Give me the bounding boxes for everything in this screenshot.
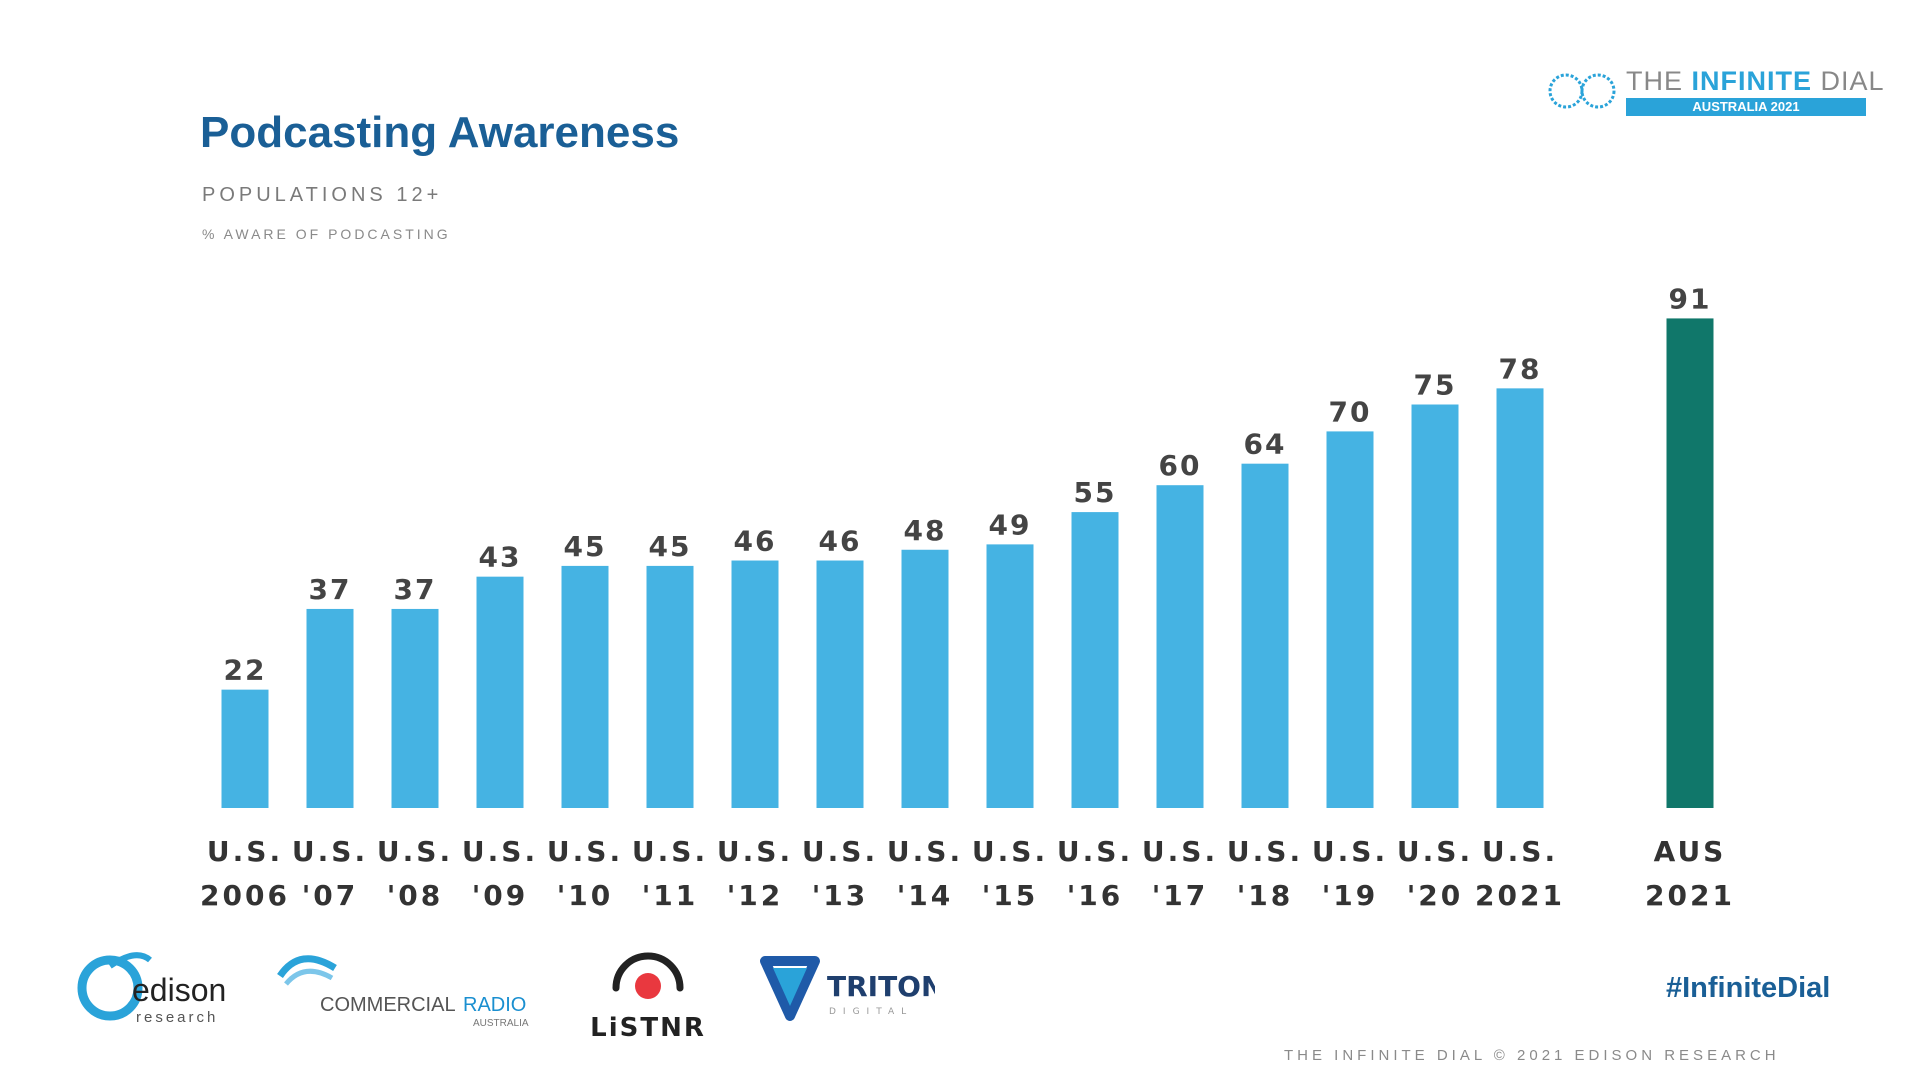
svg-text:LiSTNR: LiSTNR xyxy=(590,1013,706,1040)
bar-value-label: 64 xyxy=(1244,428,1287,461)
x-tick-label-year: '18 xyxy=(1237,879,1294,912)
bar-value-label: 45 xyxy=(564,530,607,563)
x-tick-label-region: U.S. xyxy=(972,835,1048,868)
bar-us-18 xyxy=(1241,463,1289,808)
triton-digital-logo: TRITON DIGITAL xyxy=(760,956,935,1021)
x-tick-label-region: AUS xyxy=(1654,835,1727,868)
infinite-dial-brand: THE INFINITE DIAL AUSTRALIA 2021 xyxy=(1546,64,1884,124)
x-tick-label-year: '14 xyxy=(897,879,954,912)
x-tick-label-region: U.S. xyxy=(1482,835,1558,868)
x-tick-label-region: U.S. xyxy=(632,835,708,868)
page-title: Podcasting Awareness xyxy=(200,108,680,157)
x-tick-label-year: '20 xyxy=(1407,879,1464,912)
svg-text:edison: edison xyxy=(132,972,226,1008)
x-tick-label-region: U.S. xyxy=(1057,835,1133,868)
bar-aus-2021 xyxy=(1666,318,1714,808)
bar-value-label: 70 xyxy=(1329,395,1372,428)
x-tick-label-year: '09 xyxy=(472,879,529,912)
bar-us-16 xyxy=(1071,512,1119,808)
bar-us-19 xyxy=(1326,431,1374,808)
svg-text:research: research xyxy=(136,1009,218,1026)
x-tick-label-region: U.S. xyxy=(462,835,538,868)
x-tick-label-year: '08 xyxy=(387,879,444,912)
metric-label: % AWARE OF PODCASTING xyxy=(202,226,451,242)
bar-value-label: 55 xyxy=(1074,476,1117,509)
bar-value-label: 22 xyxy=(224,654,267,687)
x-tick-label-region: U.S. xyxy=(1142,835,1218,868)
svg-text:COMMERCIAL: COMMERCIAL xyxy=(320,994,456,1016)
bar-us-08 xyxy=(391,608,439,808)
bar-value-label: 78 xyxy=(1499,352,1542,385)
bar-value-label: 37 xyxy=(309,573,352,606)
svg-text:DIGITAL: DIGITAL xyxy=(829,1007,913,1017)
x-tick-label-region: U.S. xyxy=(887,835,963,868)
x-tick-label-region: U.S. xyxy=(292,835,368,868)
x-tick-label-year: 2021 xyxy=(1645,879,1735,912)
x-tick-label-year: 2021 xyxy=(1475,879,1565,912)
bar-value-label: 45 xyxy=(649,530,692,563)
x-tick-label-year: '07 xyxy=(302,879,359,912)
bar-us-09 xyxy=(476,576,524,808)
commercial-radio-australia-logo: COMMERCIAL RADIO AUSTRALIA xyxy=(277,955,529,1029)
svg-text:TRITON: TRITON xyxy=(827,970,935,1003)
bar-us-20 xyxy=(1411,404,1459,808)
bar-us-2006 xyxy=(221,689,269,808)
x-tick-label-region: U.S. xyxy=(377,835,453,868)
x-tick-label-region: U.S. xyxy=(1227,835,1303,868)
copyright-footer: THE INFINITE DIAL © 2021 EDISON RESEARCH xyxy=(1284,1047,1780,1064)
x-tick-label-region: U.S. xyxy=(1312,835,1388,868)
bar-us-07 xyxy=(306,608,354,808)
hashtag: #InfiniteDial xyxy=(1666,972,1831,1004)
bar-us-10 xyxy=(561,565,609,808)
svg-text:RADIO: RADIO xyxy=(463,994,526,1016)
x-tick-label-region: U.S. xyxy=(547,835,623,868)
x-tick-label-year: '16 xyxy=(1067,879,1124,912)
population-subtitle: POPULATIONS 12+ xyxy=(202,184,443,206)
x-tick-label-year: '13 xyxy=(812,879,869,912)
bar-us-14 xyxy=(901,549,949,808)
x-tick-label-region: U.S. xyxy=(1397,835,1473,868)
bar-value-label: 37 xyxy=(394,573,437,606)
bar-us-17 xyxy=(1156,485,1204,808)
x-tick-label-region: U.S. xyxy=(207,835,283,868)
bar-value-label: 91 xyxy=(1669,282,1712,315)
bar-value-label: 48 xyxy=(904,514,947,547)
x-tick-label-year: '15 xyxy=(982,879,1039,912)
bar-us-2021 xyxy=(1496,388,1544,808)
svg-text:AUSTRALIA: AUSTRALIA xyxy=(473,1018,529,1029)
x-tick-label-region: U.S. xyxy=(717,835,793,868)
x-tick-label-year: '17 xyxy=(1152,879,1209,912)
x-tick-label-region: U.S. xyxy=(802,835,878,868)
x-tick-label-year: '19 xyxy=(1322,879,1379,912)
awareness-bar-chart: 22U.S.200637U.S.'0737U.S.'0843U.S.'0945U… xyxy=(200,282,1735,912)
bar-value-label: 60 xyxy=(1159,449,1202,482)
bar-value-label: 75 xyxy=(1414,369,1457,402)
edison-research-logo: edison research xyxy=(77,952,226,1026)
listnr-logo: LiSTNR xyxy=(590,952,706,1040)
infinity-logo-icon xyxy=(1548,73,1616,109)
bar-us-15 xyxy=(986,544,1034,808)
x-tick-label-year: '12 xyxy=(727,879,784,912)
bar-value-label: 46 xyxy=(819,525,862,558)
bar-value-label: 46 xyxy=(734,525,777,558)
bar-us-12 xyxy=(731,560,779,808)
x-tick-label-year: '11 xyxy=(642,879,699,912)
bar-us-13 xyxy=(816,560,864,808)
brand-edition: AUSTRALIA 2021 xyxy=(1626,98,1866,116)
x-tick-label-year: '10 xyxy=(557,879,614,912)
bar-value-label: 43 xyxy=(479,541,522,574)
brand-name: THE INFINITE DIAL xyxy=(1626,66,1885,96)
bar-value-label: 49 xyxy=(989,508,1032,541)
x-tick-label-year: 2006 xyxy=(200,879,290,912)
bar-us-11 xyxy=(646,565,694,808)
